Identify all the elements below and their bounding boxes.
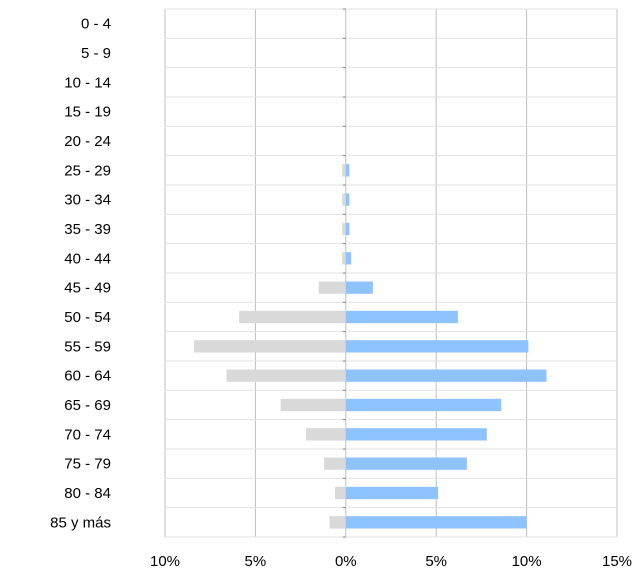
bars — [193, 164, 547, 529]
y-tick-label: 70 - 74 — [64, 426, 111, 443]
right-bar — [345, 428, 487, 441]
left-bar — [342, 252, 346, 265]
right-bar — [345, 486, 439, 500]
left-bar — [342, 164, 346, 177]
y-tick-label: 25 - 29 — [64, 162, 111, 179]
y-tick-label: 30 - 34 — [64, 192, 111, 209]
x-tick-label: 0% — [335, 553, 357, 570]
y-axis-tick-labels: 0 - 4 5 - 9 10 - 14 15 - 19 20 - 24 25 - 29 30… — [50, 16, 111, 532]
left-bar — [280, 398, 346, 412]
right-bar — [345, 193, 350, 206]
left-bar — [318, 281, 346, 294]
y-tick-label: 75 - 79 — [64, 456, 111, 473]
left-bar — [334, 486, 346, 500]
y-tick-label: 60 - 64 — [64, 368, 111, 385]
y-tick-label: 40 - 44 — [64, 250, 111, 267]
left-bar — [226, 369, 346, 382]
y-tick-label: 35 - 39 — [64, 221, 111, 238]
right-bar — [345, 222, 350, 236]
y-tick-label: 85 y más — [50, 514, 111, 531]
left-bar — [306, 428, 346, 441]
right-bar — [345, 252, 352, 265]
right-bar — [345, 398, 502, 412]
x-tick-label: 5% — [425, 553, 447, 570]
right-bar — [345, 516, 527, 529]
x-tick-label: 15% — [602, 553, 632, 570]
x-tick-label: 10% — [512, 553, 542, 570]
y-tick-label: 55 - 59 — [64, 338, 111, 355]
x-tick-label: 5% — [245, 553, 267, 570]
x-tick-label: 10% — [150, 553, 180, 570]
right-bar — [345, 340, 529, 353]
y-tick-label: 0 - 4 — [81, 16, 111, 33]
y-tick-label: 15 - 19 — [64, 104, 111, 121]
left-bar — [324, 457, 346, 470]
left-bar — [193, 340, 346, 353]
y-tick-label: 45 - 49 — [64, 280, 111, 297]
y-tick-label: 10 - 14 — [64, 74, 111, 91]
right-bar — [345, 281, 373, 294]
y-tick-label: 65 - 69 — [64, 397, 111, 414]
left-bar — [342, 222, 346, 236]
y-tick-label: 80 - 84 — [64, 485, 111, 502]
y-tick-label: 50 - 54 — [64, 309, 111, 326]
left-bar — [329, 516, 346, 529]
y-tick-label: 20 - 24 — [64, 133, 111, 150]
y-tick-label: 5 - 9 — [81, 45, 111, 62]
left-bar — [342, 193, 346, 206]
right-bar — [345, 310, 458, 324]
right-bar — [345, 457, 467, 470]
x-axis-tick-labels: 10% 5% 0% 5% 10% 15% — [150, 553, 632, 570]
right-bar — [345, 369, 547, 382]
left-bar — [239, 310, 346, 324]
right-bar — [345, 164, 350, 177]
gridlines — [164, 8, 618, 538]
